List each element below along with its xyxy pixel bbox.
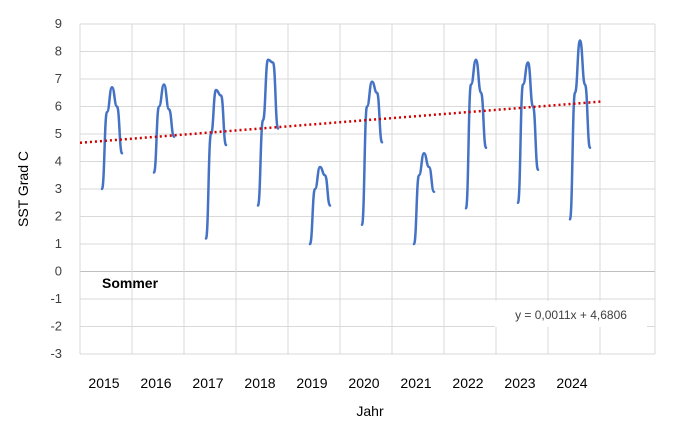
x-tick-labels: 2015 2016 2017 2018 2019 2020 2021 2022 2023 2024 [88,375,587,391]
x-tick-label: 2018 [244,375,275,391]
x-axis-title: Jahr [356,403,384,419]
series-segment-2019 [308,165,332,246]
y-tick-label: 5 [55,126,62,141]
x-tick-label: 2022 [452,375,483,391]
x-tick-label: 2021 [400,375,431,391]
x-tick-label: 2016 [140,375,171,391]
x-tick-label: 2017 [192,375,223,391]
series-segment-2015 [100,86,124,191]
y-tick-label: 2 [55,209,62,224]
x-tick-label: 2020 [348,375,379,391]
y-tick-label: 3 [55,181,62,196]
y-tick-label: 6 [55,99,62,114]
y-tick-label: 7 [55,71,62,86]
series-segment-2024 [568,39,592,221]
series-segment-2023 [516,61,540,204]
trendline-equation: y = 0,0011x + 4,6806 [515,308,627,322]
y-tick-label: 0 [55,264,62,279]
series-segment-2020 [360,80,384,226]
y-tick-label: -1 [50,291,62,306]
series-segment-2021 [412,152,436,246]
y-axis-title: SST Grad C [15,151,31,227]
trendline-equation-box [495,301,647,327]
x-tick-label: 2023 [504,375,535,391]
y-tick-label: 4 [55,154,62,169]
series-lines [100,39,592,246]
series-segment-2018 [256,58,280,207]
y-tick-label: 9 [55,16,62,31]
y-tick-labels: -3 -2 -1 0 1 2 3 4 5 6 7 8 9 [50,16,62,361]
series-segment-2016 [152,83,176,174]
y-tick-label: 8 [55,44,62,59]
y-tick-label: -2 [50,319,62,334]
series-segment-2017 [204,88,228,240]
y-tick-label: -3 [50,346,62,361]
x-tick-label: 2024 [556,375,587,391]
y-tick-label: 1 [55,236,62,251]
annotation-sommer: Sommer [102,275,159,291]
series-segment-2022 [464,58,488,210]
x-tick-label: 2019 [296,375,327,391]
x-tick-label: 2015 [88,375,119,391]
